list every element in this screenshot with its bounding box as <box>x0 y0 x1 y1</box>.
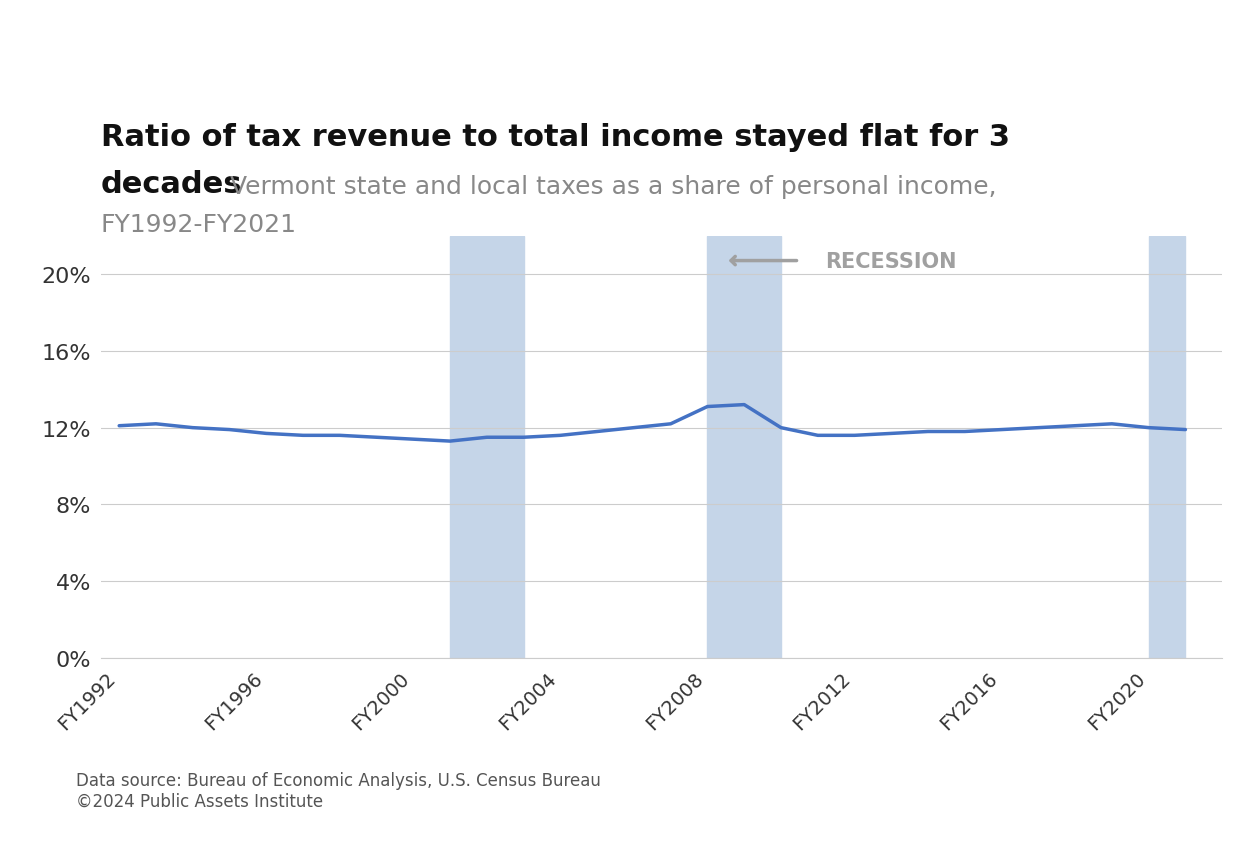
Text: Data source: Bureau of Economic Analysis, U.S. Census Bureau
©2024 Public Assets: Data source: Bureau of Economic Analysis… <box>76 771 601 810</box>
Text: RECESSION: RECESSION <box>825 252 956 271</box>
Text: decades: decades <box>101 170 242 198</box>
Bar <box>450 236 524 658</box>
Bar <box>707 236 781 658</box>
Text: Vermont state and local taxes as a share of personal income,: Vermont state and local taxes as a share… <box>222 175 997 198</box>
Text: Ratio of tax revenue to total income stayed flat for 3: Ratio of tax revenue to total income sta… <box>101 123 1009 152</box>
Text: FY1992-FY2021: FY1992-FY2021 <box>101 213 297 236</box>
Bar <box>1149 236 1186 658</box>
